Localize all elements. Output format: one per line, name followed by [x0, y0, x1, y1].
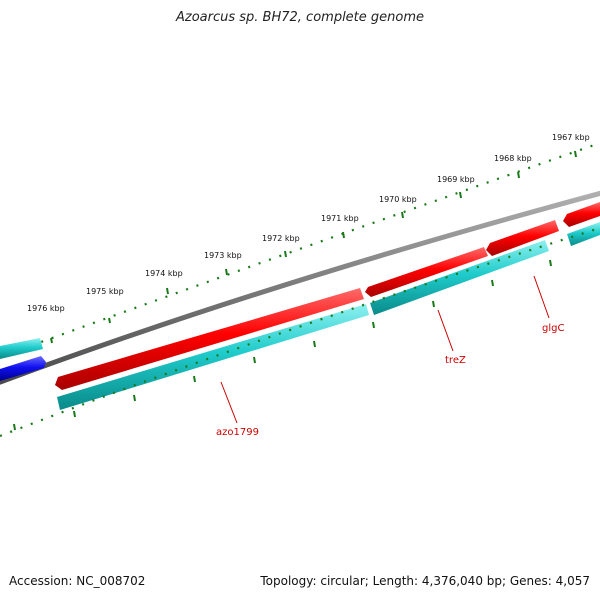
gene-blue-left: [0, 356, 46, 381]
gene-red-2: [365, 247, 488, 297]
scale-label-1976: 1976 kbp: [27, 304, 65, 313]
gene-red-1: [55, 288, 364, 390]
scale-label-1970: 1970 kbp: [379, 195, 417, 204]
scale-label-1975: 1975 kbp: [86, 287, 124, 296]
scale-label-1974: 1974 kbp: [145, 269, 183, 278]
genome-backbone: [0, 190, 600, 385]
gene-label-lines: [220, 275, 550, 424]
gene-cyan-left: [0, 338, 43, 359]
gene-label-treZ: treZ: [445, 355, 466, 366]
scale-label-1968: 1968 kbp: [494, 154, 532, 163]
gene-label-glgC: glgC: [542, 323, 564, 334]
inner-scale-dots: [0, 226, 600, 438]
outer-scale-dots: [0, 141, 600, 359]
scale-label-1969: 1969 kbp: [437, 175, 475, 184]
map-title: Azoarcus sp. BH72, complete genome: [175, 10, 425, 25]
gene-cyan-treZ: [370, 240, 549, 315]
accession-text: Accession: NC_008702: [9, 574, 146, 588]
gene-label-azo1799: azo1799: [216, 427, 259, 438]
inner-scale-major-ticks: [13, 259, 552, 431]
gene-red-3: [486, 220, 559, 256]
gene-red-4: [563, 202, 600, 227]
scale-label-1972: 1972 kbp: [262, 234, 300, 243]
scale-label-1973: 1973 kbp: [204, 251, 242, 260]
scale-label-1967: 1967 kbp: [552, 133, 590, 142]
genome-summary-text: Topology: circular; Length: 4,376,040 bp…: [260, 574, 590, 588]
outer-scale-major-ticks: [50, 150, 577, 344]
scale-label-1971: 1971 kbp: [321, 214, 359, 223]
